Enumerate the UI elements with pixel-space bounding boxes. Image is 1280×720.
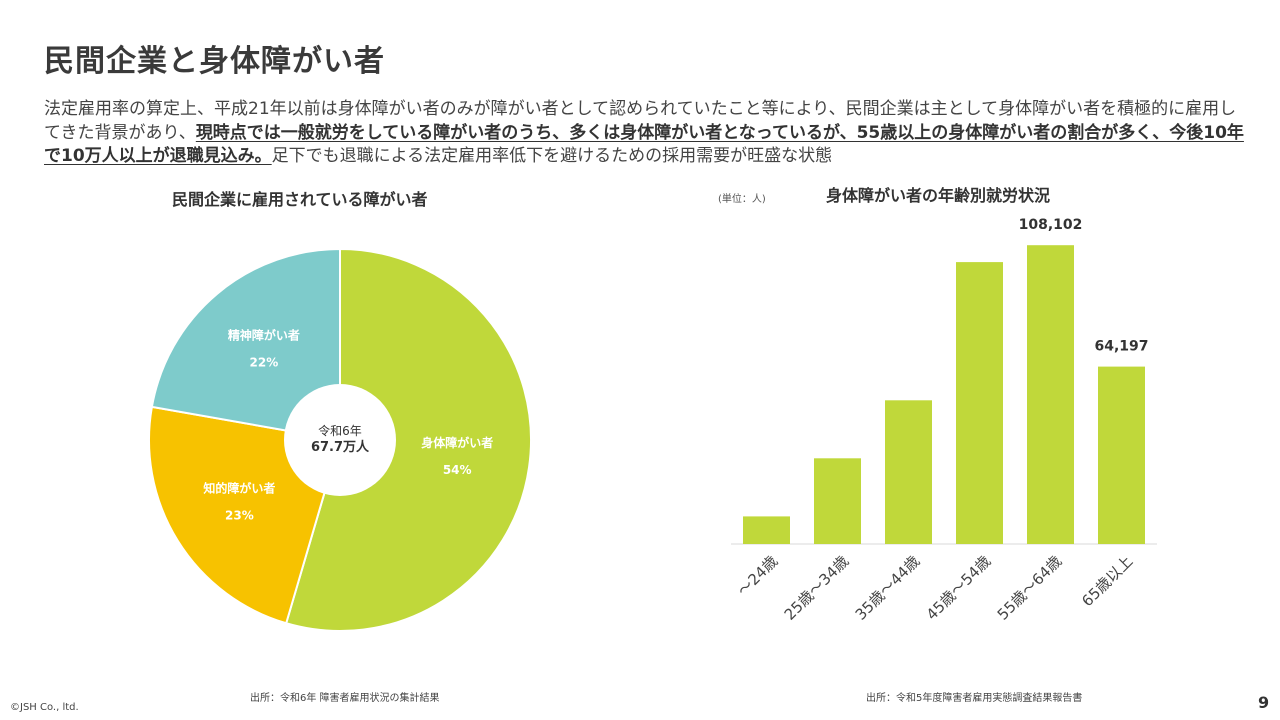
page-number: 9: [1258, 693, 1270, 712]
bar: [814, 458, 861, 544]
pie-slice: [284, 247, 533, 632]
pie-slice-name: 身体障がい者: [421, 435, 493, 450]
lead-text-emphasis: 現時点では一般就労をしている障がい者のうち、多くは身体障がい者となっているが、5…: [44, 122, 1244, 167]
pie-slice-name: 知的障がい者: [202, 480, 275, 495]
pie-slice-name: 精神障がい者: [228, 327, 300, 342]
pie-center-year: 令和6年: [318, 423, 362, 438]
lead-text-1: 法定雇用率の算定上、平成21年以前は身体障がい者のみが障がい者として認められてい…: [44, 99, 1237, 143]
x-tick-label: 65歳以上: [1078, 552, 1136, 610]
bar-value-label: 108,102: [1019, 217, 1083, 233]
bar-source: 出所：令和5年度障害者雇用実態調査結果報告書: [866, 693, 1083, 704]
pie-slice-percent: 22%: [250, 355, 279, 369]
x-tick-label: 35歳～44歳: [852, 552, 924, 624]
pie-slice-percent: 54%: [443, 463, 472, 477]
x-tick-label: 25歳～34歳: [781, 552, 853, 624]
bar: [956, 262, 1003, 544]
copyright: ©JSH Co., ltd.: [10, 702, 79, 713]
pie-slice-percent: 23%: [225, 508, 254, 522]
lead-paragraph: 法定雇用率の算定上、平成21年以前は身体障がい者のみが障がい者として認められてい…: [44, 98, 1244, 169]
x-tick-label: 45歳～54歳: [923, 552, 995, 624]
x-tick-label: 55歳～64歳: [994, 552, 1066, 624]
bar: [743, 516, 790, 544]
bar-chart-title: 身体障がい者の年齢別就労状況: [826, 186, 1051, 205]
bar: [1098, 366, 1145, 544]
bar: [885, 400, 932, 544]
pie-slice: [150, 247, 341, 442]
x-tick-label: ～24歳: [734, 552, 781, 599]
pie-center-total: 67.7万人: [311, 439, 370, 455]
bar: [1027, 245, 1074, 544]
bar-chart: ～24歳 25歳～34歳 35歳～44歳 45歳～54歳108,10255歳～64歳6…: [731, 217, 1157, 624]
bar-chart-unit: (単位：人): [718, 194, 766, 205]
pie-source: 出所：令和6年 障害者雇用状況の集計結果: [250, 693, 440, 704]
page-title: 民間企業と身体障がい者: [44, 44, 385, 79]
bar-value-label: 64,197: [1094, 339, 1148, 355]
pie-chart-title: 民間企業に雇用されている障がい者: [172, 190, 428, 209]
lead-text-3: 足下でも退職による法定雇用率低下を避けるための採用需要が旺盛な状態: [271, 146, 833, 166]
pie-center-hole: [284, 384, 396, 496]
